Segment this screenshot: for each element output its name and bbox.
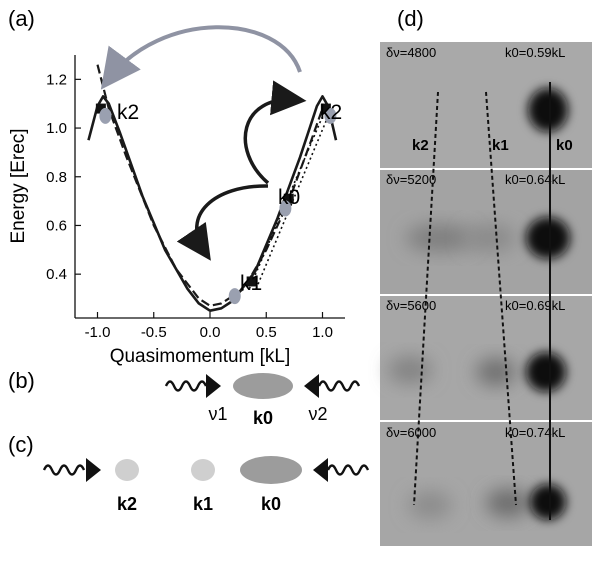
x-axis-label: Quasimomentum [kL] [110, 346, 291, 367]
point-k2 [324, 107, 337, 124]
frame-4-dnu: δν=6000 [386, 425, 436, 440]
y-axis-label: Energy [Erec] [8, 128, 29, 243]
panel-label-d: (d) [397, 6, 424, 31]
k1-trace-line [485, 91, 517, 506]
gray-transfer-arrow [100, 25, 302, 90]
x-tick-label: 0.0 [200, 324, 221, 341]
k1-label-c: k1 [193, 494, 213, 514]
x-ticks: -1.0 -0.5 0.0 0.5 1.0 [85, 312, 333, 341]
k0-label-b: k0 [253, 408, 273, 428]
frame-1-k2-label: k2 [412, 137, 429, 154]
k0-label-c: k0 [261, 494, 281, 514]
frame-3-k0: k0=0.69kL [505, 298, 565, 313]
wave-right-b [317, 380, 361, 392]
frame-1-k0: k0=0.59kL [505, 45, 565, 60]
frame-4-bg [380, 422, 592, 546]
square-marker [95, 103, 106, 114]
k2-label-c: k2 [117, 494, 137, 514]
frame-3-k0-cloud [526, 352, 566, 392]
nu2-label: ν2 [308, 404, 327, 424]
y-ticks: 0.4 0.6 0.8 1.0 1.2 [46, 71, 81, 283]
panel-b: ν1 k0 ν2 [164, 373, 361, 428]
cloud-k0-c [240, 456, 302, 484]
frame-4: δν=6000 k0=0.74kL [380, 422, 592, 546]
arrow-k0-to-k2 [243, 80, 307, 185]
frame-1-dnu: δν=4800 [386, 45, 436, 60]
point-k0 [279, 200, 292, 217]
wave-right-c [326, 464, 370, 476]
label-k0: k0 [278, 186, 300, 209]
arrowhead-left-b [206, 374, 221, 398]
label-k2-left: k2 [117, 101, 139, 124]
label-k2-right: k2 [320, 101, 342, 124]
frame-1-k1-label: k1 [492, 137, 509, 154]
frame-4-k0-cloud [530, 484, 566, 520]
y-tick-label: 0.4 [46, 266, 67, 283]
frame-1-k0-cloud [528, 88, 568, 132]
cloud-k1-c [191, 459, 215, 481]
panel-label-c: (c) [8, 432, 34, 457]
wave-left-b [164, 380, 208, 392]
frame-2-k0-cloud [526, 217, 570, 259]
y-tick-label: 1.0 [46, 120, 67, 137]
curve-solid [87, 95, 338, 312]
nu1-label: ν1 [208, 404, 227, 424]
x-tick-label: 1.0 [312, 324, 333, 341]
frame-1-k0-label: k0 [556, 137, 573, 154]
squares [95, 103, 331, 287]
energy-plot: -1.0 -0.5 0.0 0.5 1.0 0.40.60.81.01.2 k2 k2 … [8, 25, 345, 367]
frame-4-k0: k0=0.74kL [505, 425, 565, 440]
frame-2-k1-cloud [464, 224, 516, 252]
panel-label-a: (a) [8, 6, 35, 31]
frame-4-k2-cloud [408, 491, 452, 519]
frame-2-k0: k0=0.64kL [505, 172, 565, 187]
frame-1: δν=4800 k0=0.59kL k2 k1 k0 [380, 42, 592, 168]
arrowhead-right-b [304, 374, 319, 398]
cloud-k0-b [233, 373, 293, 399]
dotted-lines [248, 108, 330, 290]
k2-trace-line [413, 91, 439, 506]
frame-4-k1-cloud [486, 489, 530, 517]
frame-2: δν=5200 k0=0.64kL [380, 170, 592, 294]
cloud-k2-c [115, 459, 139, 481]
x-tick-label: -0.5 [141, 324, 167, 341]
x-tick-label: -1.0 [85, 324, 111, 341]
point-k2 [99, 107, 112, 124]
square-marker [320, 103, 331, 114]
y-tick-label: 0.8 [46, 169, 67, 186]
frame-3: δν=5600 k0=0.69kL [380, 296, 592, 420]
arrow-k0-to-k1 [176, 184, 269, 261]
frame-2-k2-cloud [406, 224, 474, 252]
frame-2-dnu: δν=5200 [386, 172, 436, 187]
frame-3-k1-cloud [476, 358, 516, 386]
x-tick-label: 0.5 [256, 324, 277, 341]
y-tick-label: 0.6 [46, 217, 67, 234]
frame-3-dnu: δν=5600 [386, 298, 436, 313]
arrowhead-right-c [313, 458, 328, 482]
frame-3-k2-cloud [388, 356, 432, 384]
dotted-line [255, 113, 330, 290]
square-marker [283, 193, 294, 204]
arrowhead-left-c [86, 458, 101, 482]
panel-label-b: (b) [8, 368, 35, 393]
label-k1: k1 [240, 272, 262, 295]
absorption-images: δν=4800 k0=0.59kL k2 k1 k0 δν=5200 k0=0.… [380, 42, 592, 546]
y-tick-label: 1.2 [46, 71, 67, 88]
square-marker [246, 276, 257, 287]
point-k1 [228, 288, 241, 305]
panel-c: k2 k1 k0 [42, 456, 370, 514]
wave-left-c [42, 464, 86, 476]
state-points [99, 107, 337, 305]
